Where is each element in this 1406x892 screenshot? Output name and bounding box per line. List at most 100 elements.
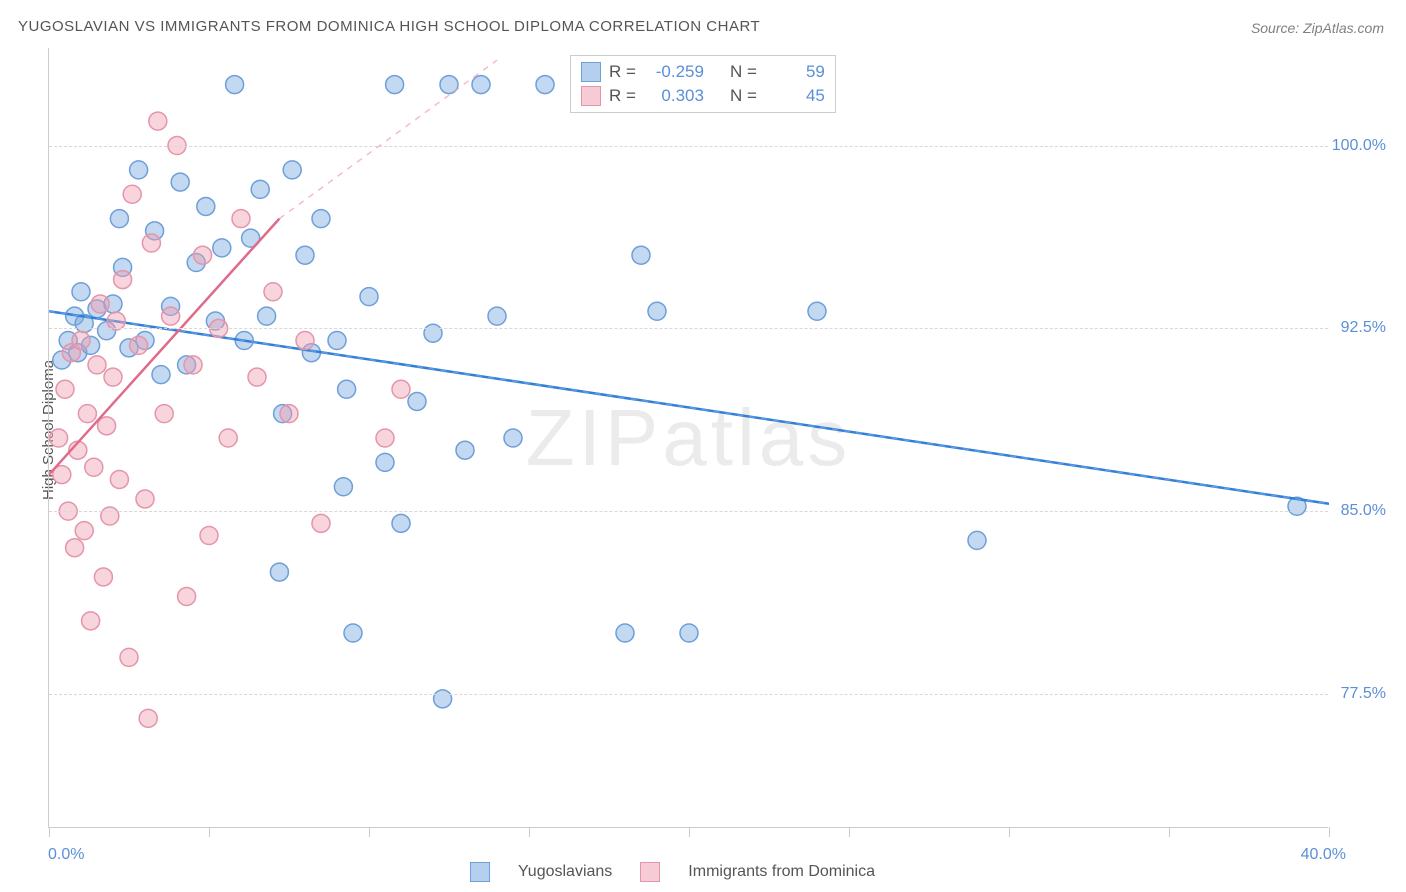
data-point xyxy=(360,288,378,306)
data-point xyxy=(251,180,269,198)
data-point xyxy=(171,173,189,191)
data-point xyxy=(178,587,196,605)
source-label: Source: ZipAtlas.com xyxy=(1251,20,1384,36)
swatch-icon xyxy=(581,86,601,106)
data-point xyxy=(264,283,282,301)
data-point xyxy=(408,392,426,410)
data-point xyxy=(270,563,288,581)
data-point xyxy=(808,302,826,320)
correlation-row-2: R = 0.303 N = 45 xyxy=(581,84,825,108)
n-label: N = xyxy=(730,86,757,106)
data-point xyxy=(338,380,356,398)
data-point xyxy=(424,324,442,342)
data-point xyxy=(155,405,173,423)
data-point xyxy=(680,624,698,642)
swatch-icon xyxy=(581,62,601,82)
data-point xyxy=(85,458,103,476)
data-point xyxy=(283,161,301,179)
chart-title: YUGOSLAVIAN VS IMMIGRANTS FROM DOMINICA … xyxy=(18,18,760,35)
data-point xyxy=(139,709,157,727)
gridline xyxy=(49,328,1328,329)
x-tick xyxy=(49,827,50,837)
data-point xyxy=(72,332,90,350)
swatch-icon xyxy=(470,862,490,882)
data-point xyxy=(456,441,474,459)
y-tick-label: 85.0% xyxy=(1341,502,1386,520)
data-point xyxy=(296,332,314,350)
data-point xyxy=(488,307,506,325)
scatter-plot: ZIPatlas xyxy=(48,48,1328,828)
data-point xyxy=(120,648,138,666)
data-point xyxy=(136,490,154,508)
r-value: -0.259 xyxy=(644,62,704,82)
data-point xyxy=(344,624,362,642)
data-point xyxy=(312,514,330,532)
data-point xyxy=(434,690,452,708)
data-point xyxy=(213,239,231,257)
n-label: N = xyxy=(730,62,757,82)
data-point xyxy=(123,185,141,203)
x-tick xyxy=(1009,827,1010,837)
data-point xyxy=(149,112,167,130)
data-point xyxy=(194,246,212,264)
data-point xyxy=(258,307,276,325)
data-point xyxy=(219,429,237,447)
data-point xyxy=(114,271,132,289)
data-point xyxy=(648,302,666,320)
data-point xyxy=(616,624,634,642)
data-point xyxy=(130,161,148,179)
data-point xyxy=(632,246,650,264)
x-tick xyxy=(209,827,210,837)
data-point xyxy=(110,470,128,488)
legend-label-2: Immigrants from Dominica xyxy=(688,863,875,881)
correlation-row-1: R = -0.259 N = 59 xyxy=(581,60,825,84)
data-point xyxy=(504,429,522,447)
data-point xyxy=(88,356,106,374)
data-point xyxy=(75,522,93,540)
data-point xyxy=(312,210,330,228)
legend-label-1: Yugoslavians xyxy=(518,863,612,881)
data-point xyxy=(232,210,250,228)
r-value: 0.303 xyxy=(644,86,704,106)
data-point xyxy=(248,368,266,386)
data-point xyxy=(536,76,554,94)
data-point xyxy=(50,429,68,447)
data-point xyxy=(162,307,180,325)
data-point xyxy=(66,539,84,557)
data-point xyxy=(376,429,394,447)
gridline xyxy=(49,694,1328,695)
data-point xyxy=(334,478,352,496)
x-tick xyxy=(1169,827,1170,837)
correlation-legend-box: R = -0.259 N = 59 R = 0.303 N = 45 xyxy=(570,55,836,113)
r-label: R = xyxy=(609,86,636,106)
bottom-legend: Yugoslavians Immigrants from Dominica xyxy=(470,862,875,882)
data-point xyxy=(386,76,404,94)
x-tick xyxy=(1329,827,1330,837)
data-point xyxy=(328,332,346,350)
x-tick xyxy=(369,827,370,837)
data-point xyxy=(107,312,125,330)
data-point xyxy=(91,295,109,313)
y-tick-label: 92.5% xyxy=(1341,319,1386,337)
plot-svg xyxy=(49,48,1329,828)
x-max-label: 40.0% xyxy=(1301,846,1346,864)
data-point xyxy=(968,531,986,549)
x-tick xyxy=(529,827,530,837)
data-point xyxy=(392,514,410,532)
data-point xyxy=(152,366,170,384)
data-point xyxy=(472,76,490,94)
data-point xyxy=(94,568,112,586)
data-point xyxy=(392,380,410,398)
data-point xyxy=(72,283,90,301)
swatch-icon xyxy=(640,862,660,882)
data-point xyxy=(82,612,100,630)
data-point xyxy=(296,246,314,264)
data-point xyxy=(376,453,394,471)
data-point xyxy=(98,417,116,435)
x-tick xyxy=(849,827,850,837)
r-label: R = xyxy=(609,62,636,82)
data-point xyxy=(78,405,96,423)
data-point xyxy=(280,405,298,423)
data-point xyxy=(226,76,244,94)
gridline xyxy=(49,146,1328,147)
